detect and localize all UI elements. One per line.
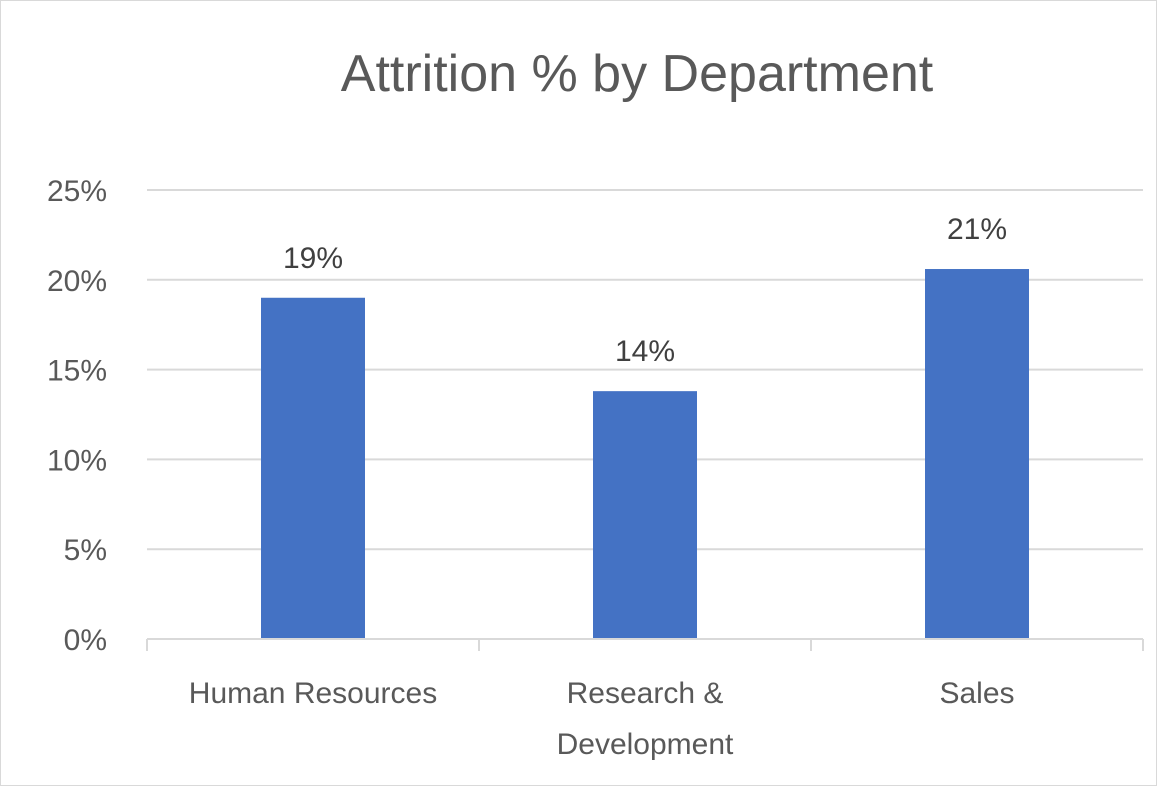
y-tick-label: 5%	[64, 534, 107, 567]
bar	[925, 269, 1029, 639]
y-tick-label: 10%	[47, 444, 107, 477]
x-axis	[146, 638, 1144, 651]
x-axis-category-labels: Human Resources Research & Development Sale…	[189, 677, 1015, 761]
y-tick-label: 0%	[64, 624, 107, 657]
category-label: Sales	[939, 677, 1014, 710]
data-label: 19%	[283, 242, 343, 275]
category-label: Research &	[567, 677, 724, 710]
data-label: 21%	[947, 213, 1007, 246]
category-label: Human Resources	[189, 677, 437, 710]
y-tick-label: 20%	[47, 265, 107, 298]
y-axis-tick-labels: 0% 5% 10% 15% 20% 25%	[47, 175, 107, 657]
data-label: 14%	[615, 335, 675, 368]
data-labels: 19% 14% 21%	[283, 213, 1007, 368]
y-tick-label: 15%	[47, 355, 107, 388]
category-label: Development	[557, 728, 734, 761]
bar	[593, 391, 697, 639]
bars	[261, 269, 1029, 639]
chart-title: Attrition % by Department	[341, 45, 934, 103]
bar	[261, 297, 365, 639]
y-tick-label: 25%	[47, 175, 107, 208]
